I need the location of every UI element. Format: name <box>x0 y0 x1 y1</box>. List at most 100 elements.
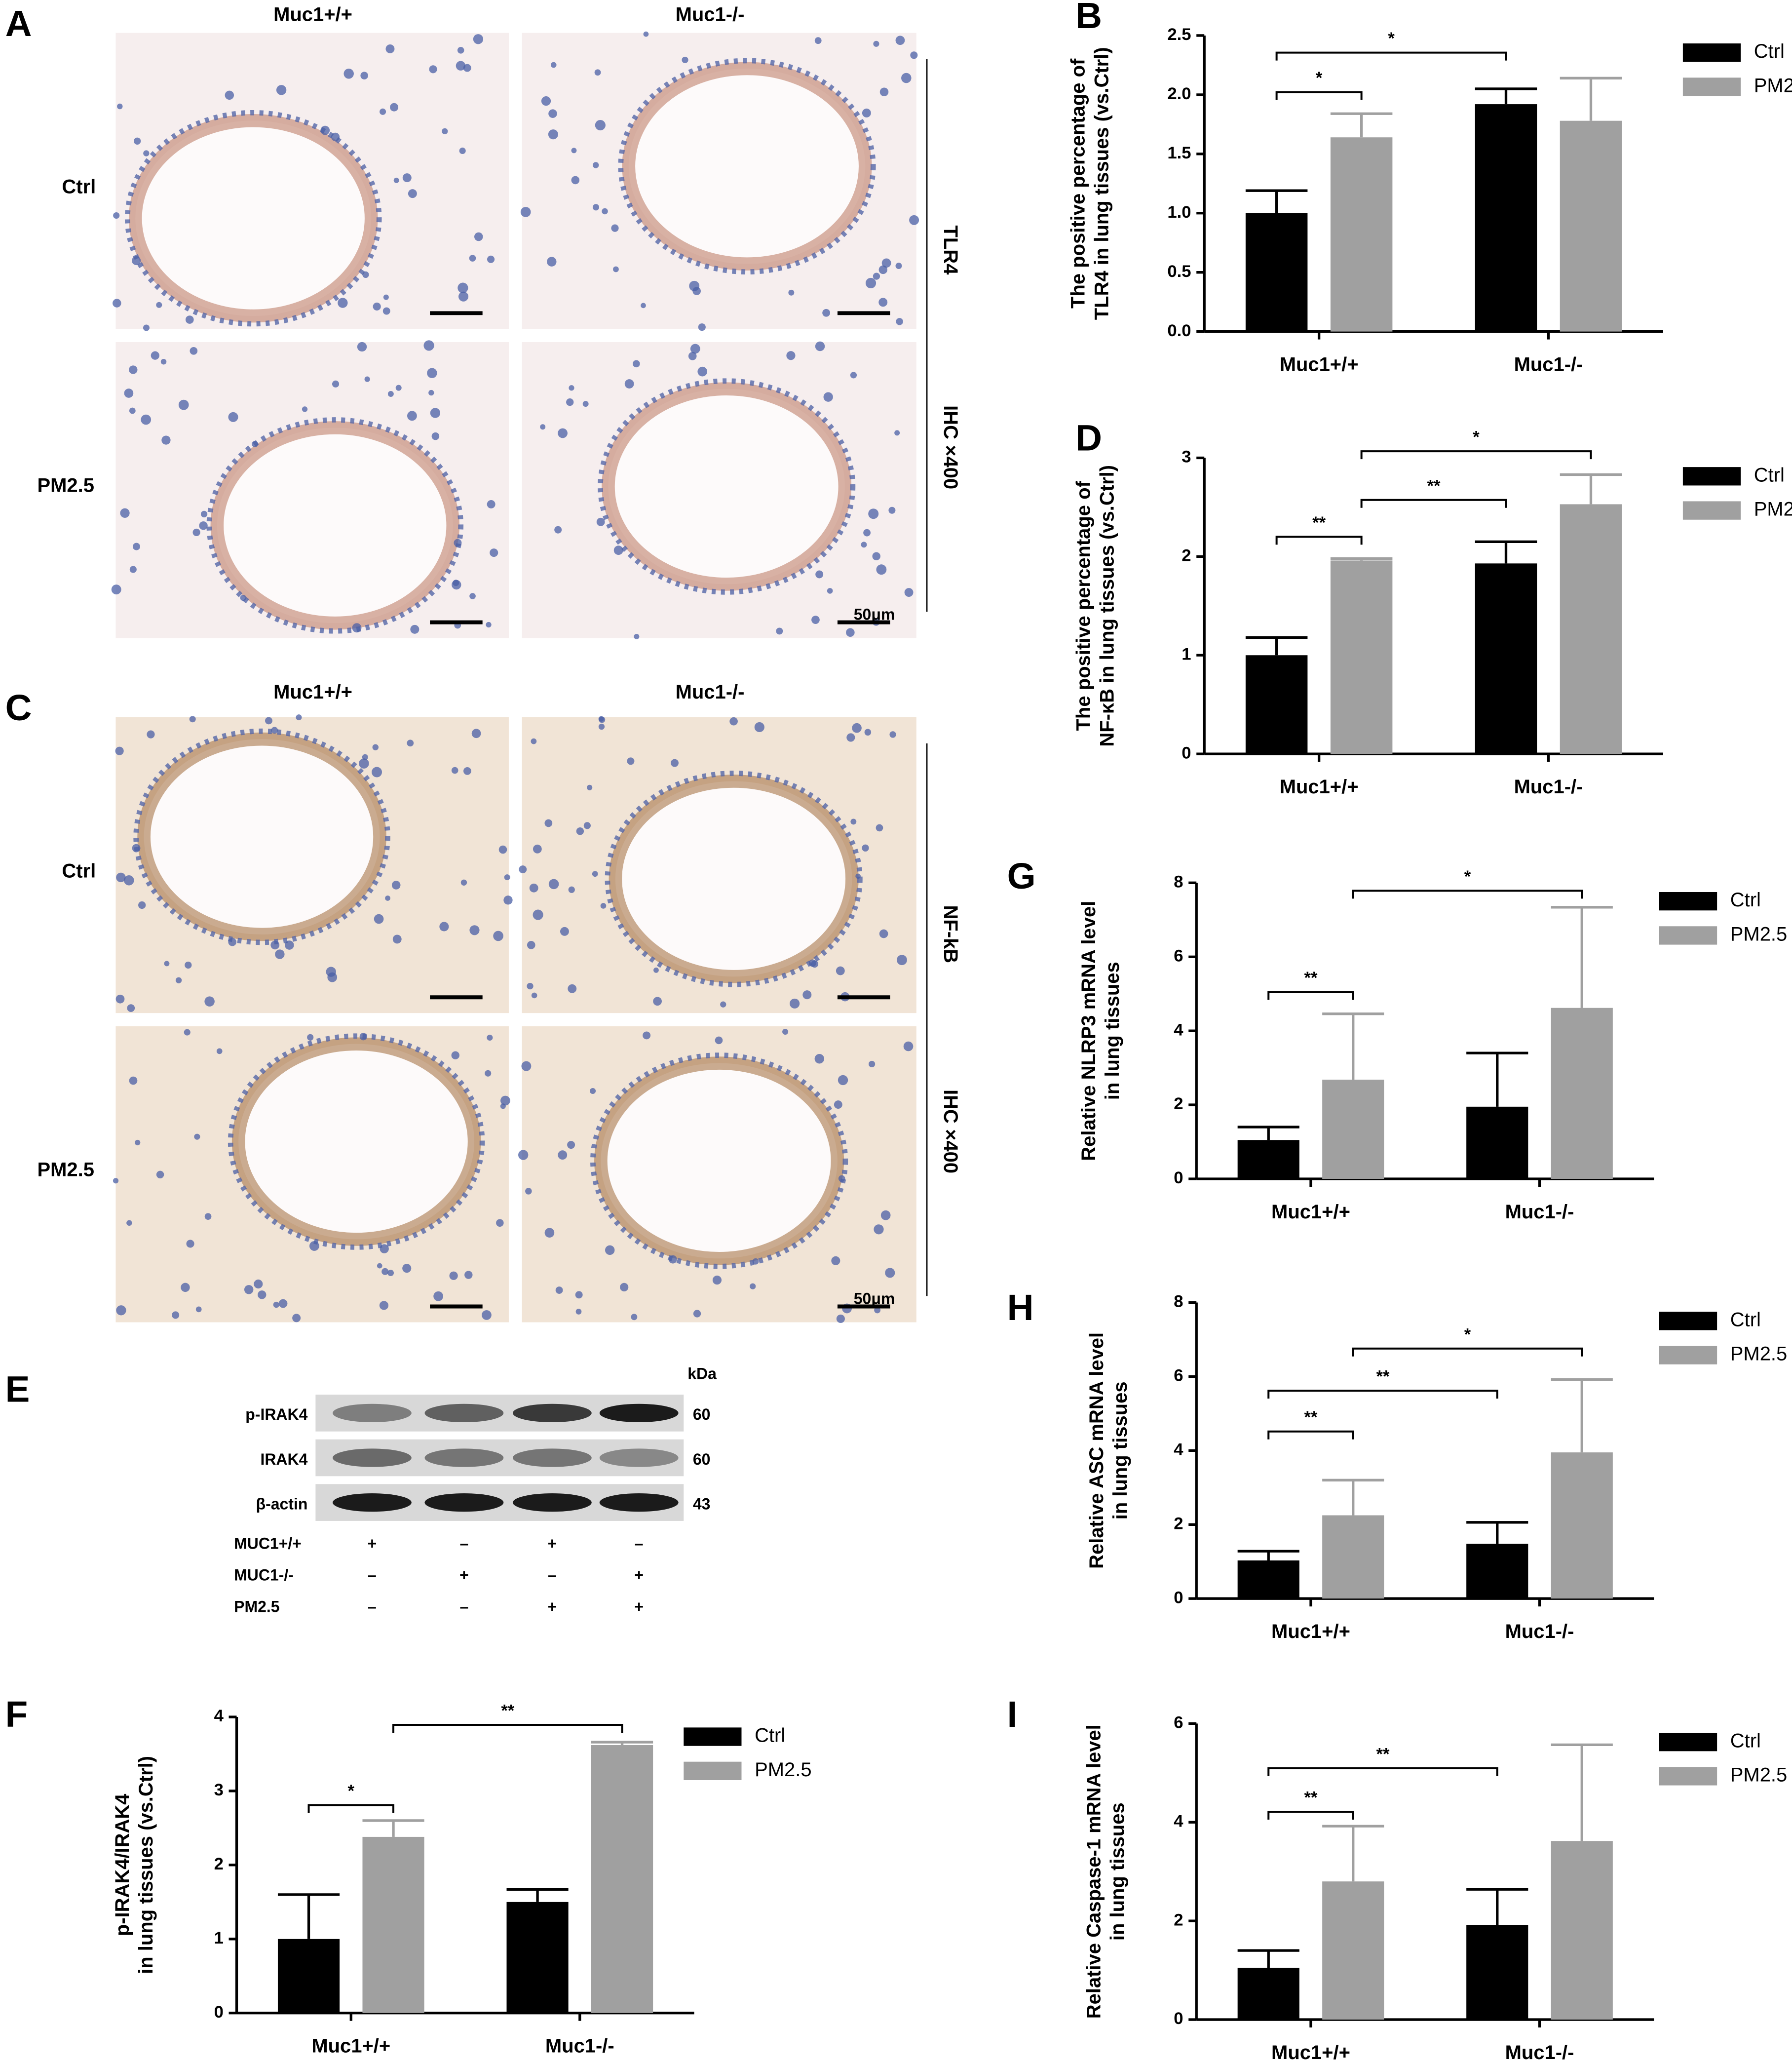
nucleus <box>880 1210 891 1220</box>
condition-sign: – <box>368 1566 377 1584</box>
nucleus <box>442 128 448 135</box>
significance-label: ** <box>501 1702 514 1720</box>
nucleus <box>463 64 471 72</box>
legend-label: Ctrl <box>1730 889 1761 911</box>
nucleus <box>141 414 152 425</box>
y-tick-label: 8 <box>1174 1292 1183 1311</box>
nucleus <box>503 895 513 905</box>
airway-wall <box>622 62 872 271</box>
panel-label: D <box>1075 417 1102 459</box>
x-tick-label: Muc1+/+ <box>311 2035 390 2057</box>
nucleus <box>474 232 483 241</box>
nucleus <box>113 212 120 219</box>
nucleus <box>831 1256 840 1265</box>
bar <box>1466 1106 1528 1179</box>
nucleus <box>271 727 278 734</box>
nucleus <box>138 901 146 909</box>
nucleus <box>428 389 434 396</box>
nucleus <box>116 872 126 883</box>
nucleus <box>469 593 476 599</box>
scale-label: 50μm <box>854 1290 895 1308</box>
nucleus <box>402 1264 412 1273</box>
y-tick-label: 0 <box>214 2003 224 2022</box>
nucleus <box>634 633 640 640</box>
nucleus <box>878 265 888 274</box>
y-tick-label: 0 <box>1182 743 1191 762</box>
nucleus <box>909 215 919 225</box>
bar <box>1237 1560 1299 1599</box>
legend-label: PM2.5 <box>1730 1764 1787 1786</box>
significance-bracket <box>1267 1430 1354 1440</box>
nucleus <box>874 1224 884 1235</box>
nucleus <box>487 255 495 263</box>
x-tick-label: Muc1-/- <box>1514 776 1583 798</box>
y-tick-label: 1.5 <box>1167 144 1191 162</box>
nucleus <box>544 1228 555 1238</box>
nucleus <box>410 624 419 634</box>
blot-band <box>599 1448 679 1467</box>
nucleus <box>178 399 189 410</box>
nucleus <box>385 44 395 53</box>
y-tick-label: 0.5 <box>1167 262 1191 281</box>
legend-label: Ctrl <box>755 1725 785 1747</box>
nucleus <box>568 984 577 993</box>
nucleus <box>895 36 905 45</box>
airway-wall <box>128 114 378 323</box>
nucleus <box>531 738 537 744</box>
nucleus <box>390 103 399 112</box>
blot-band <box>599 1403 679 1423</box>
nucleus <box>457 46 464 54</box>
y-tick-label: 0 <box>1174 1588 1183 1607</box>
row-label: PM2.5 <box>37 1159 94 1181</box>
nucleus <box>380 1244 389 1253</box>
nucleus <box>498 845 507 854</box>
nucleus <box>487 1034 493 1041</box>
nucleus <box>653 967 659 973</box>
nucleus <box>873 272 880 280</box>
row-label: PM2.5 <box>37 475 94 497</box>
nucleus <box>653 997 662 1006</box>
nucleus <box>464 1271 473 1279</box>
nucleus <box>802 990 812 1000</box>
nucleus <box>373 302 381 311</box>
bar <box>1322 1881 1384 2020</box>
condition-sign: + <box>634 1566 644 1584</box>
blot-band <box>424 1403 504 1423</box>
nucleus <box>782 1028 789 1035</box>
blot-band <box>424 1448 504 1467</box>
nucleus <box>127 1004 135 1012</box>
blot-band <box>424 1493 504 1512</box>
nucleus <box>698 323 706 331</box>
significance-bracket <box>1267 1390 1498 1399</box>
nucleus <box>846 733 855 742</box>
y-tick-label: 2 <box>214 1855 224 1873</box>
legend-swatch <box>1659 1312 1717 1330</box>
y-axis-label: The positive percentage of <box>1072 480 1094 731</box>
column-header: Muc1-/- <box>676 4 745 26</box>
y-tick-label: 2 <box>1182 546 1191 565</box>
nucleus <box>129 407 136 414</box>
nucleus <box>490 548 498 557</box>
nucleus <box>872 552 880 561</box>
significance-label: ** <box>1304 1788 1318 1807</box>
nucleus <box>143 324 150 331</box>
nucleus <box>566 398 574 406</box>
blot-band <box>512 1493 592 1512</box>
nucleus <box>592 204 600 211</box>
blot-band <box>332 1493 412 1512</box>
nucleus <box>449 1271 458 1280</box>
nucleus <box>624 379 634 389</box>
nucleus <box>595 119 606 131</box>
y-axis-label: in lung tissues <box>1109 1381 1131 1519</box>
nucleus <box>156 302 162 308</box>
nucleus <box>387 391 394 397</box>
nucleus <box>815 570 824 579</box>
nucleus <box>521 1061 532 1071</box>
condition-name: MUC1+/+ <box>234 1534 302 1552</box>
nucleus <box>352 623 362 633</box>
bar <box>1237 1968 1299 2020</box>
bar <box>362 1836 424 2013</box>
nucleus <box>391 881 401 890</box>
condition-sign: – <box>459 1597 468 1615</box>
nucleus <box>132 844 141 853</box>
